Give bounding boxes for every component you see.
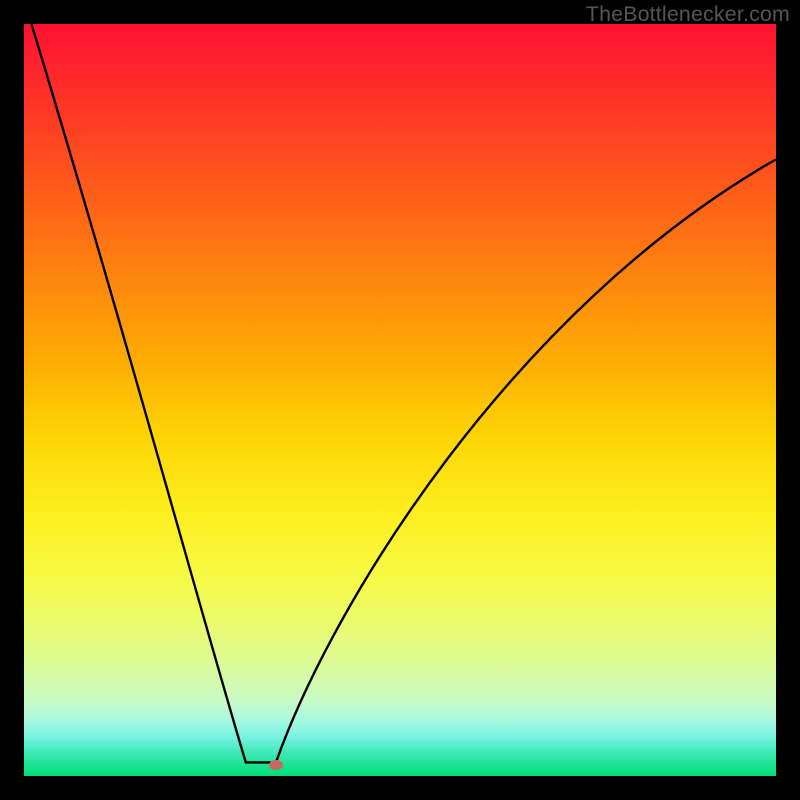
plot-area [24, 24, 776, 776]
heat-gradient [24, 24, 776, 776]
chart-root: TheBottlenecker.com [0, 0, 800, 800]
